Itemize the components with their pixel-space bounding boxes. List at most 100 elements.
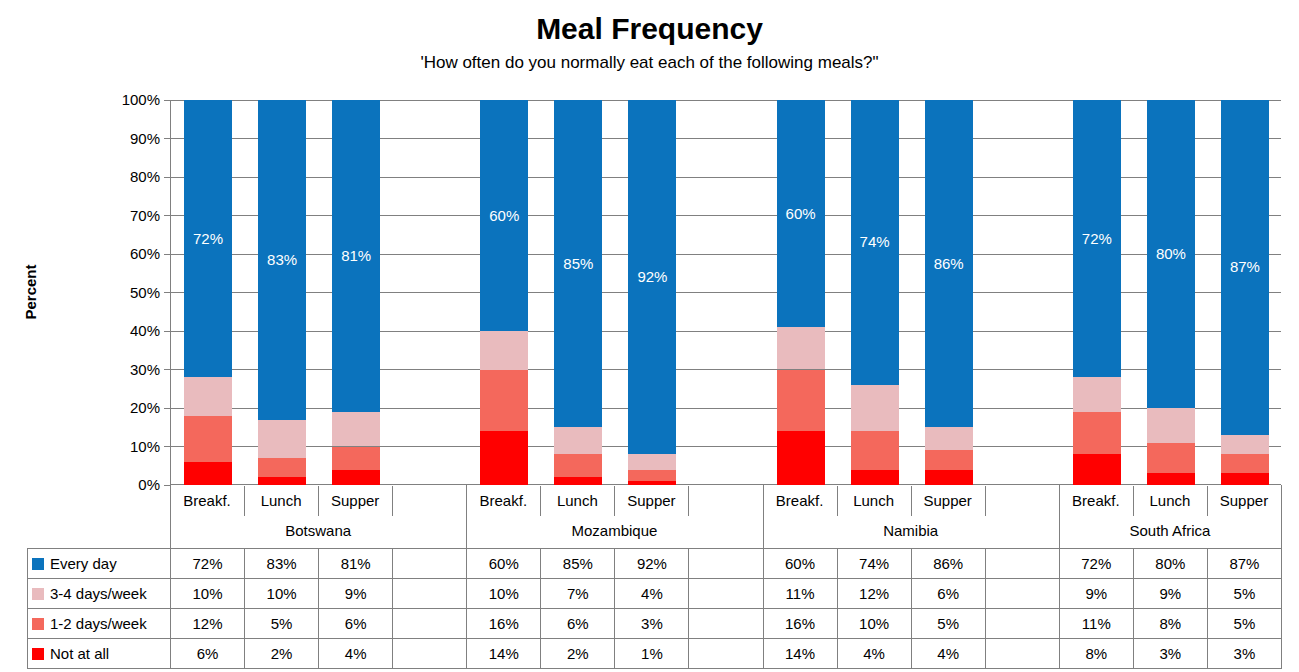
legend-label: Every day	[50, 555, 117, 572]
value-cell: 74%	[837, 549, 911, 579]
value-cell: 9%	[319, 579, 393, 609]
value-cell: 8%	[1133, 609, 1207, 639]
value-cell: 6%	[541, 609, 615, 639]
y-tick-label: 50%	[100, 284, 160, 302]
y-tick-label: 10%	[100, 438, 160, 456]
value-cell: 5%	[245, 609, 319, 639]
y-tick-label: 40%	[100, 322, 160, 340]
bar-segment-3-4-days-week	[628, 454, 676, 469]
value-cell: 10%	[245, 579, 319, 609]
bar-segment-every-day: 87%	[1221, 100, 1269, 435]
category-separator	[614, 486, 615, 516]
bar-data-label: 83%	[258, 251, 306, 268]
value-cell: 10%	[837, 609, 911, 639]
value-cell: 14%	[467, 639, 541, 669]
chart-subtitle: 'How often do you normally eat each of t…	[0, 53, 1299, 73]
bar-segment-1-2-days-week	[332, 447, 380, 470]
bar-segment-1-2-days-week	[925, 450, 973, 469]
y-tick-label: 90%	[100, 130, 160, 148]
category-separator	[392, 486, 393, 516]
value-cell: 12%	[171, 609, 245, 639]
category-separator	[1133, 486, 1134, 516]
value-cell: 5%	[1207, 579, 1281, 609]
value-cell: 92%	[615, 549, 689, 579]
legend-cell: 1-2 days/week	[28, 609, 171, 639]
table-row: 3-4 days/week10%10%9%10%7%4%11%12%6%9%9%…	[28, 579, 1282, 609]
legend-cell: Every day	[28, 549, 171, 579]
category-separator	[688, 486, 689, 516]
bar-segment-every-day: 86%	[925, 100, 973, 427]
bar-segment-not-at-all	[1147, 473, 1195, 485]
value-cell: 81%	[319, 549, 393, 579]
bar-segment-3-4-days-week	[777, 327, 825, 369]
meal-label: Supper	[1207, 486, 1281, 516]
country-separator	[763, 485, 764, 548]
value-cell: 72%	[1059, 549, 1133, 579]
bar-segment-not-at-all	[554, 477, 602, 485]
spacer-cell	[393, 549, 467, 579]
y-tick-label: 60%	[100, 245, 160, 263]
spacer-cell	[393, 639, 467, 669]
meal-label: Supper	[318, 486, 392, 516]
bar-segment-not-at-all	[332, 470, 380, 485]
bar-segment-not-at-all	[184, 462, 232, 485]
bar-segment-1-2-days-week	[851, 431, 899, 470]
bar-segment-not-at-all	[1073, 454, 1121, 485]
value-cell: 72%	[171, 549, 245, 579]
legend-color-swatch-icon	[32, 648, 44, 660]
country-label: Botswana	[170, 516, 466, 546]
table-row: 1-2 days/week12%5%6%16%6%3%16%10%5%11%8%…	[28, 609, 1282, 639]
value-cell: 87%	[1207, 549, 1281, 579]
meal-label: Breakf.	[763, 486, 837, 516]
bar-segment-1-2-days-week	[258, 458, 306, 477]
y-tick-label: 70%	[100, 207, 160, 225]
bar-segment-1-2-days-week	[1147, 443, 1195, 474]
y-axis-title: Percent	[22, 264, 39, 319]
bar-data-label: 92%	[628, 268, 676, 285]
bar-segment-3-4-days-week	[1073, 377, 1121, 412]
spacer-cell	[689, 639, 763, 669]
meal-label: Breakf.	[1059, 486, 1133, 516]
value-cell: 9%	[1133, 579, 1207, 609]
bar-data-label: 72%	[184, 230, 232, 247]
value-cell: 14%	[763, 639, 837, 669]
bar-segment-not-at-all	[628, 481, 676, 485]
y-tick-label: 20%	[100, 399, 160, 417]
bar-segment-every-day: 92%	[628, 100, 676, 454]
legend-color-swatch-icon	[32, 588, 44, 600]
y-tick-label: 100%	[100, 91, 160, 109]
spacer-cell	[985, 549, 1059, 579]
meal-label: Lunch	[244, 486, 318, 516]
bar-segment-every-day: 83%	[258, 100, 306, 420]
bar-segment-3-4-days-week	[332, 412, 380, 447]
bar-segment-every-day: 60%	[480, 100, 528, 331]
spacer-cell	[689, 549, 763, 579]
chart-canvas: Meal Frequency 'How often do you normall…	[0, 0, 1299, 672]
value-cell: 10%	[467, 579, 541, 609]
bar-segment-1-2-days-week	[184, 416, 232, 462]
bar-segment-every-day: 85%	[554, 100, 602, 427]
bar-segment-1-2-days-week	[554, 454, 602, 477]
legend-color-swatch-icon	[32, 558, 44, 570]
bar-segment-every-day: 80%	[1147, 100, 1195, 408]
value-cell: 60%	[763, 549, 837, 579]
legend-label: 3-4 days/week	[50, 585, 147, 602]
value-cell: 83%	[245, 549, 319, 579]
meal-label: Breakf.	[466, 486, 540, 516]
value-cell: 2%	[541, 639, 615, 669]
value-cell: 6%	[911, 579, 985, 609]
data-table: Every day72%83%81%60%85%92%60%74%86%72%8…	[27, 548, 1282, 669]
bar-data-label: 72%	[1073, 230, 1121, 247]
value-cell: 6%	[319, 609, 393, 639]
value-cell: 10%	[171, 579, 245, 609]
spacer-cell	[393, 609, 467, 639]
value-cell: 60%	[467, 549, 541, 579]
bar-segment-3-4-days-week	[1147, 408, 1195, 443]
bar-data-label: 86%	[925, 255, 973, 272]
value-cell: 6%	[171, 639, 245, 669]
category-separator	[318, 486, 319, 516]
legend-cell: 3-4 days/week	[28, 579, 171, 609]
spacer-cell	[393, 579, 467, 609]
value-cell: 4%	[837, 639, 911, 669]
value-cell: 11%	[763, 579, 837, 609]
